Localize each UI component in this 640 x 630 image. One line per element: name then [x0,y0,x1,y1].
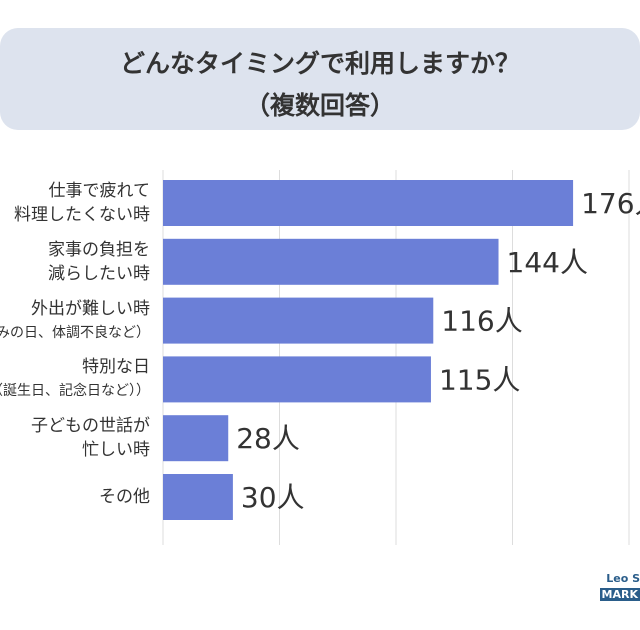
value-label: 116人 [441,305,522,338]
category-label: 仕事で疲れて料理したくない時 [14,179,150,227]
chart-subtitle: （複数回答） [244,91,395,120]
category-line: （誕生日、記念日など）） [0,383,150,400]
category-line: 料理したくない時 [14,205,150,225]
value-label: 176人 [581,187,640,220]
category-line: 仕事で疲れて [48,181,151,201]
category-line: 子どもの世話が [31,416,150,437]
value-label: 144人 [507,246,588,279]
category-line: 忙しい時 [82,440,150,461]
bar [163,415,229,462]
logo-tag: MARK [599,588,640,601]
category-line: 特別な日 [82,357,150,378]
value-label: 28人 [236,422,300,455]
logo-name: Leo S [606,572,640,585]
category-label: 特別な日 （誕生日、記念日など）） [0,355,150,403]
bar [163,356,431,403]
category-line: その他 [99,487,150,507]
bar [163,474,233,520]
category-line: （休みの日、体調不良など） [0,324,150,341]
value-label: 30人 [241,481,305,514]
category-line: 家事の負担を [48,239,150,260]
category-label: その他 [99,485,150,509]
bar [163,180,574,226]
category-line: 外出が難しい時 [31,298,150,319]
chart-title: どんなタイミングで利用しますか？ [119,49,520,78]
value-label: 115人 [439,363,520,396]
category-label: 外出が難しい時 （休みの日、体調不良など） [0,297,150,345]
category-label: 家事の負担を 減らしたい時 [48,238,150,286]
category-label: 子どもの世話が忙しい時 [31,414,150,462]
bar [163,297,434,344]
bar [163,238,499,285]
category-line: 減らしたい時 [48,263,150,284]
title-box [0,28,640,130]
